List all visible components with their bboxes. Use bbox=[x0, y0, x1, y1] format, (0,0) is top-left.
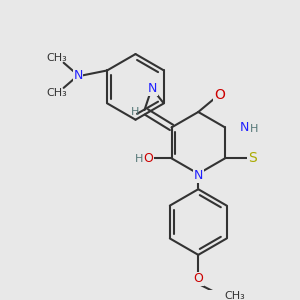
Text: N: N bbox=[240, 121, 249, 134]
Text: N: N bbox=[148, 82, 157, 95]
Text: O: O bbox=[143, 152, 153, 165]
Text: H: H bbox=[250, 124, 258, 134]
Text: CH₃: CH₃ bbox=[46, 53, 67, 63]
Text: O: O bbox=[214, 88, 225, 102]
Text: CH₃: CH₃ bbox=[46, 88, 67, 98]
Text: H: H bbox=[134, 154, 143, 164]
Text: S: S bbox=[248, 151, 256, 165]
Text: N: N bbox=[74, 69, 83, 82]
Text: CH₃: CH₃ bbox=[225, 291, 245, 300]
Text: O: O bbox=[193, 272, 203, 286]
Text: H: H bbox=[130, 107, 139, 117]
Text: N: N bbox=[194, 169, 203, 182]
